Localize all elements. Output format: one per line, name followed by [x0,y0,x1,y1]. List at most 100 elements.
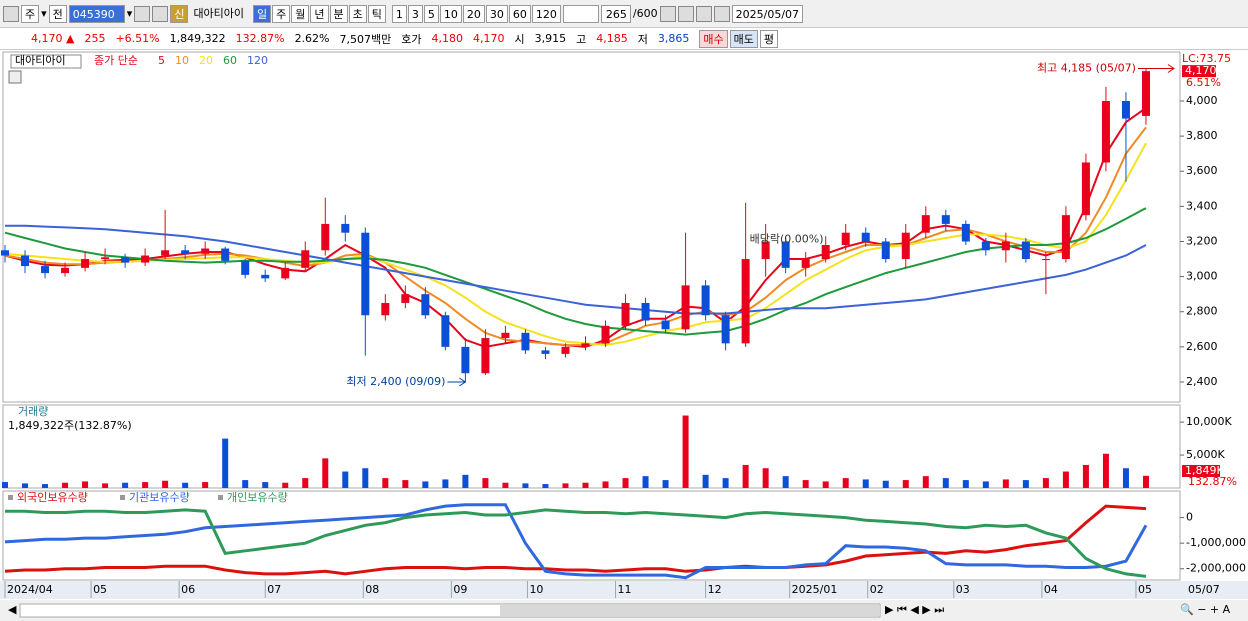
volume-bar [782,476,789,488]
period-button[interactable]: 분 [329,4,348,23]
prev[interactable]: 전 [48,4,67,23]
interval-button[interactable]: 60 [508,4,531,23]
volume-bar [722,478,729,488]
code-input[interactable]: 045390 [68,4,125,23]
volume-bar [742,464,749,488]
lc-label: LC:73.75 [1182,52,1231,65]
stock-name: 대아티아이 [15,54,66,67]
volume-bar [562,483,569,488]
volume-bar [1142,475,1149,488]
tool-icon[interactable] [677,5,694,22]
scroll-thumb[interactable] [500,605,880,616]
save-icon[interactable] [695,5,712,22]
series-line [4,142,1147,347]
interval-select[interactable] [562,4,599,23]
dropdown[interactable]: ▾ [126,7,133,20]
volume-bar [422,481,429,488]
candle-body [781,241,790,268]
search-icon[interactable] [134,5,151,22]
volume-bar [122,482,129,488]
volume-bar [922,476,929,488]
candle-body [181,250,190,254]
volume-bar [182,482,189,488]
candle-body [341,223,350,233]
interval-button[interactable]: 120 [531,4,561,23]
candle-body [921,215,930,233]
date[interactable]: 2025/05/07 [731,4,804,23]
calc-icon[interactable] [8,70,22,84]
volume-bar [962,480,969,488]
buy-button[interactable]: 매수 [699,29,728,48]
candle-body [21,255,30,267]
x-tick-label: 08 [365,583,379,596]
candle-body [481,338,490,374]
candle-body [1121,100,1130,119]
menu-icon[interactable] [3,5,19,22]
settings-icon[interactable] [713,5,730,22]
sound-icon[interactable] [152,5,169,22]
y-tick-label: 5,000K [1186,448,1225,461]
volume-bar [42,484,49,488]
period-button[interactable]: 일 [253,4,272,23]
series-line [5,508,1147,578]
volume-bar [362,468,369,488]
candle-body [721,315,730,344]
interval-button[interactable]: 10 [439,4,462,23]
volume-bar [202,482,209,488]
series-line [4,504,1147,576]
dropdown[interactable]: ▾ [41,7,47,20]
sell-button[interactable]: 매도 [729,29,758,48]
candle-body [1081,162,1090,216]
period-button[interactable]: 년 [310,4,329,23]
x-axis-bar [0,581,1248,599]
volume-bar [942,478,949,488]
volume-bar [62,482,69,488]
volume-panel [2,404,1181,489]
interval-button[interactable]: 5 [423,4,439,23]
volume-bar [902,480,909,488]
series-line [5,224,1147,315]
price-box [1182,65,1216,78]
legend-entry: 개인보유수량 [227,491,288,504]
volume-bar [402,480,409,488]
price: 4,170 ▲ [31,32,75,45]
volume-bar [982,481,989,488]
candle-body [561,346,570,354]
tool-icon[interactable] [659,5,676,22]
interval-button[interactable]: 20 [462,4,485,23]
candle-body [261,274,270,279]
candle-body [841,232,850,246]
candle-body [821,245,830,260]
volume-bar [162,480,169,488]
avg-button[interactable]: 평 [759,29,778,48]
open-label: 시 [514,32,525,46]
zoom-buttons[interactable]: 🔍 − + A [1180,602,1231,616]
volume-bar [322,458,329,488]
volume-bar [1022,480,1029,488]
volume-bar [22,483,29,488]
interval-buttons: 1 3 5 10 20 30 60 120 [391,4,561,23]
candle-body [61,267,70,274]
period-button[interactable]: 월 [291,4,310,23]
market[interactable]: 주 [21,4,40,23]
volume-bar [662,480,669,488]
period-button[interactable]: 주 [272,4,291,23]
interval-button[interactable]: 30 [485,4,508,23]
change: 255 [84,32,106,45]
count[interactable]: 265 [600,4,631,23]
candle-body [941,215,950,224]
candle-body [221,248,230,261]
candle-body [581,343,590,347]
volume-ratio-label: 132.87% [1188,475,1237,488]
volume-bar [282,482,289,488]
period-button[interactable]: 틱 [367,4,386,23]
candle-body [521,332,530,351]
x-tick-label: 10 [529,583,543,596]
interval-button[interactable]: 1 [391,4,407,23]
scroll-left[interactable]: ◀ [8,603,17,616]
interval-button[interactable]: 3 [407,4,423,23]
period-button[interactable]: 초 [348,4,367,23]
nav-buttons[interactable]: ▶ ⏮ ◀ ▶ ⏭ [885,603,944,616]
x-tick-label: 02 [870,583,884,596]
